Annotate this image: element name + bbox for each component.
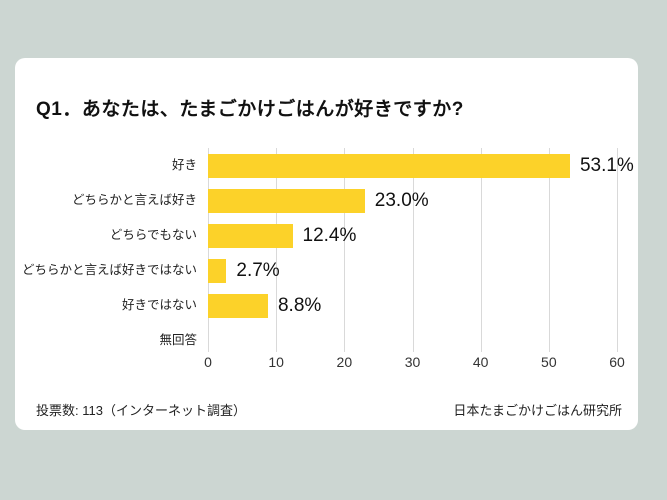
gridline [344, 148, 346, 352]
category-label: 無回答 [159, 333, 197, 347]
gridline [412, 148, 414, 352]
bar [208, 258, 227, 283]
bar-value-label: 53.1% [579, 155, 634, 176]
category-label: 好きではない [121, 298, 197, 312]
x-axis-tick-label: 40 [472, 354, 489, 370]
x-axis-tick-label: 50 [541, 354, 557, 370]
category-label: どちらでもない [109, 228, 197, 242]
gridline [480, 148, 482, 352]
gridline [548, 148, 550, 352]
chart-card: Q1．あなたは、たまごかけごはんが好きですか? 好き 53.1% どちらかと言えば好… [15, 58, 638, 430]
bar [208, 188, 365, 213]
footer-credit: 日本たまごかけごはん研究所 [453, 403, 622, 418]
category-label: 好き [171, 158, 197, 172]
gridline [276, 148, 278, 352]
bar-value-label: 23.0% [374, 190, 429, 211]
x-axis-tick-label: 20 [336, 354, 353, 370]
gridline [208, 148, 209, 352]
x-axis-tick-label: 0 [204, 354, 212, 370]
bar-value-label: 8.8% [277, 295, 322, 316]
x-axis-tick-label: 30 [404, 354, 421, 370]
x-axis-tick-label: 10 [268, 354, 284, 370]
footer-vote-count: 投票数: 113（インターネット調査） [36, 403, 246, 418]
x-axis-tick-label: 60 [609, 354, 625, 370]
bar-value-label: 2.7% [236, 260, 280, 281]
bar-value-label: 12.4% [302, 225, 357, 246]
category-label: どちらかと言えば好き [71, 193, 197, 207]
bar [208, 223, 293, 248]
gridline [617, 148, 618, 352]
chart-footer: 投票数: 113（インターネット調査） 日本たまごかけごはん研究所 [36, 400, 622, 419]
chart-title: Q1．あなたは、たまごかけごはんが好きですか? [36, 99, 464, 120]
bar [208, 293, 268, 318]
bar [208, 153, 570, 178]
bar-chart: 好き 53.1% どちらかと言えば好き 23.0% どちらでもない 12.4% どちらかと言… [15, 58, 638, 430]
category-label: どちらかと言えば好きではない [21, 263, 197, 277]
